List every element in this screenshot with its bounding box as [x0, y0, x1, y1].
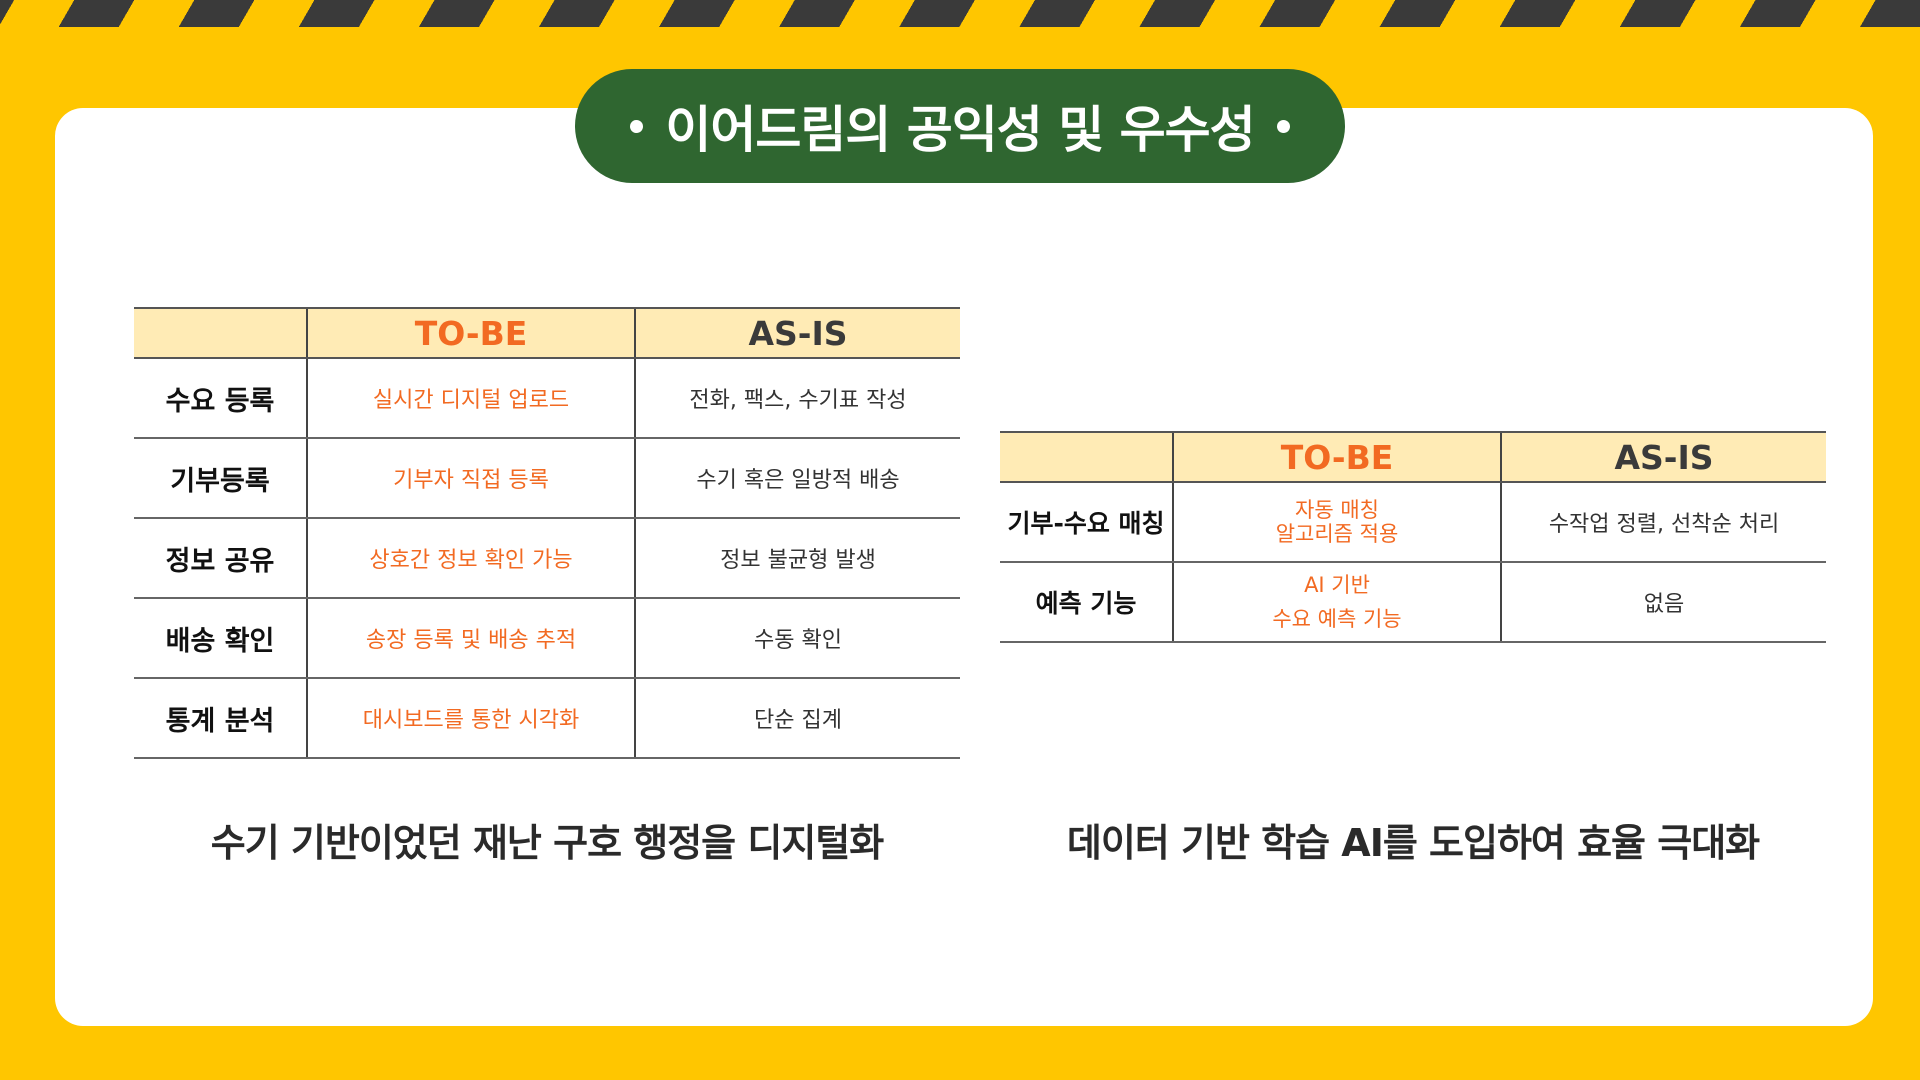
header-asis: AS-IS — [634, 307, 960, 359]
table-row: 예측 기능 AI 기반 수요 예측 기능 없음 — [1000, 562, 1826, 643]
header-asis: AS-IS — [1500, 431, 1826, 483]
row-label: 정보 공유 — [134, 518, 307, 599]
tobe-line: 자동 매칭 — [1295, 497, 1379, 522]
tobe-line: 알고리즘 적용 — [1275, 522, 1399, 546]
row-label: 수요 등록 — [134, 358, 307, 439]
table-row: 기부등록 기부자 직접 등록 수기 혹은 일방적 배송 — [134, 438, 960, 519]
asis-cell: 전화, 팩스, 수기표 작성 — [634, 358, 960, 439]
caption-left: 수기 기반이었던 재난 구호 행정을 디지털화 — [210, 821, 884, 865]
asis-cell: 없음 — [1500, 562, 1826, 643]
bullet-dot-icon — [630, 119, 644, 133]
tobe-cell: 송장 등록 및 배송 추적 — [306, 598, 635, 679]
asis-cell: 수작업 정렬, 선착순 처리 — [1500, 482, 1826, 563]
caption-right: 데이터 기반 학습 AI를 도입하여 효율 극대화 — [1066, 821, 1760, 865]
tobe-cell: 대시보드를 통한 시각화 — [306, 678, 635, 759]
tobe-cell: 자동 매칭 알고리즘 적용 — [1172, 482, 1501, 563]
tobe-cell: 상호간 정보 확인 가능 — [306, 518, 635, 599]
page-title: 이어드림의 공익성 및 우수성 — [665, 101, 1255, 159]
table-row: 정보 공유 상호간 정보 확인 가능 정보 불균형 발생 — [134, 518, 960, 599]
hazard-stripe-border — [0, 0, 1920, 27]
tobe-cell: 실시간 디지털 업로드 — [306, 358, 635, 439]
row-label: 기부-수요 매칭 — [1000, 482, 1173, 563]
title-banner: 이어드림의 공익성 및 우수성 — [575, 69, 1345, 183]
header-tobe: TO-BE — [306, 307, 635, 359]
asis-cell: 정보 불균형 발생 — [634, 518, 960, 599]
tobe-cell: AI 기반 수요 예측 기능 — [1172, 562, 1501, 643]
header-empty — [1000, 431, 1173, 483]
asis-cell: 수기 혹은 일방적 배송 — [634, 438, 960, 519]
comparison-table-left: TO-BE AS-IS 수요 등록 실시간 디지털 업로드 전화, 팩스, 수기… — [134, 307, 960, 759]
header-tobe: TO-BE — [1172, 431, 1501, 483]
asis-cell: 수동 확인 — [634, 598, 960, 679]
row-label: 예측 기능 — [1000, 562, 1173, 643]
bullet-dot-icon — [1276, 119, 1290, 133]
comparison-table-right: TO-BE AS-IS 기부-수요 매칭 자동 매칭 알고리즘 적용 수작업 정… — [1000, 431, 1826, 643]
row-label: 통계 분석 — [134, 678, 307, 759]
asis-cell: 단순 집계 — [634, 678, 960, 759]
table-header-row: TO-BE AS-IS — [1000, 431, 1826, 483]
row-label: 기부등록 — [134, 438, 307, 519]
header-empty — [134, 307, 307, 359]
table-row: 통계 분석 대시보드를 통한 시각화 단순 집계 — [134, 678, 960, 759]
table-row: 기부-수요 매칭 자동 매칭 알고리즘 적용 수작업 정렬, 선착순 처리 — [1000, 482, 1826, 563]
tobe-line: 수요 예측 기능 — [1272, 607, 1402, 631]
table-row: 수요 등록 실시간 디지털 업로드 전화, 팩스, 수기표 작성 — [134, 358, 960, 439]
table-header-row: TO-BE AS-IS — [134, 307, 960, 359]
tobe-line: AI 기반 — [1304, 572, 1370, 597]
row-label: 배송 확인 — [134, 598, 307, 679]
table-row: 배송 확인 송장 등록 및 배송 추적 수동 확인 — [134, 598, 960, 679]
tobe-cell: 기부자 직접 등록 — [306, 438, 635, 519]
